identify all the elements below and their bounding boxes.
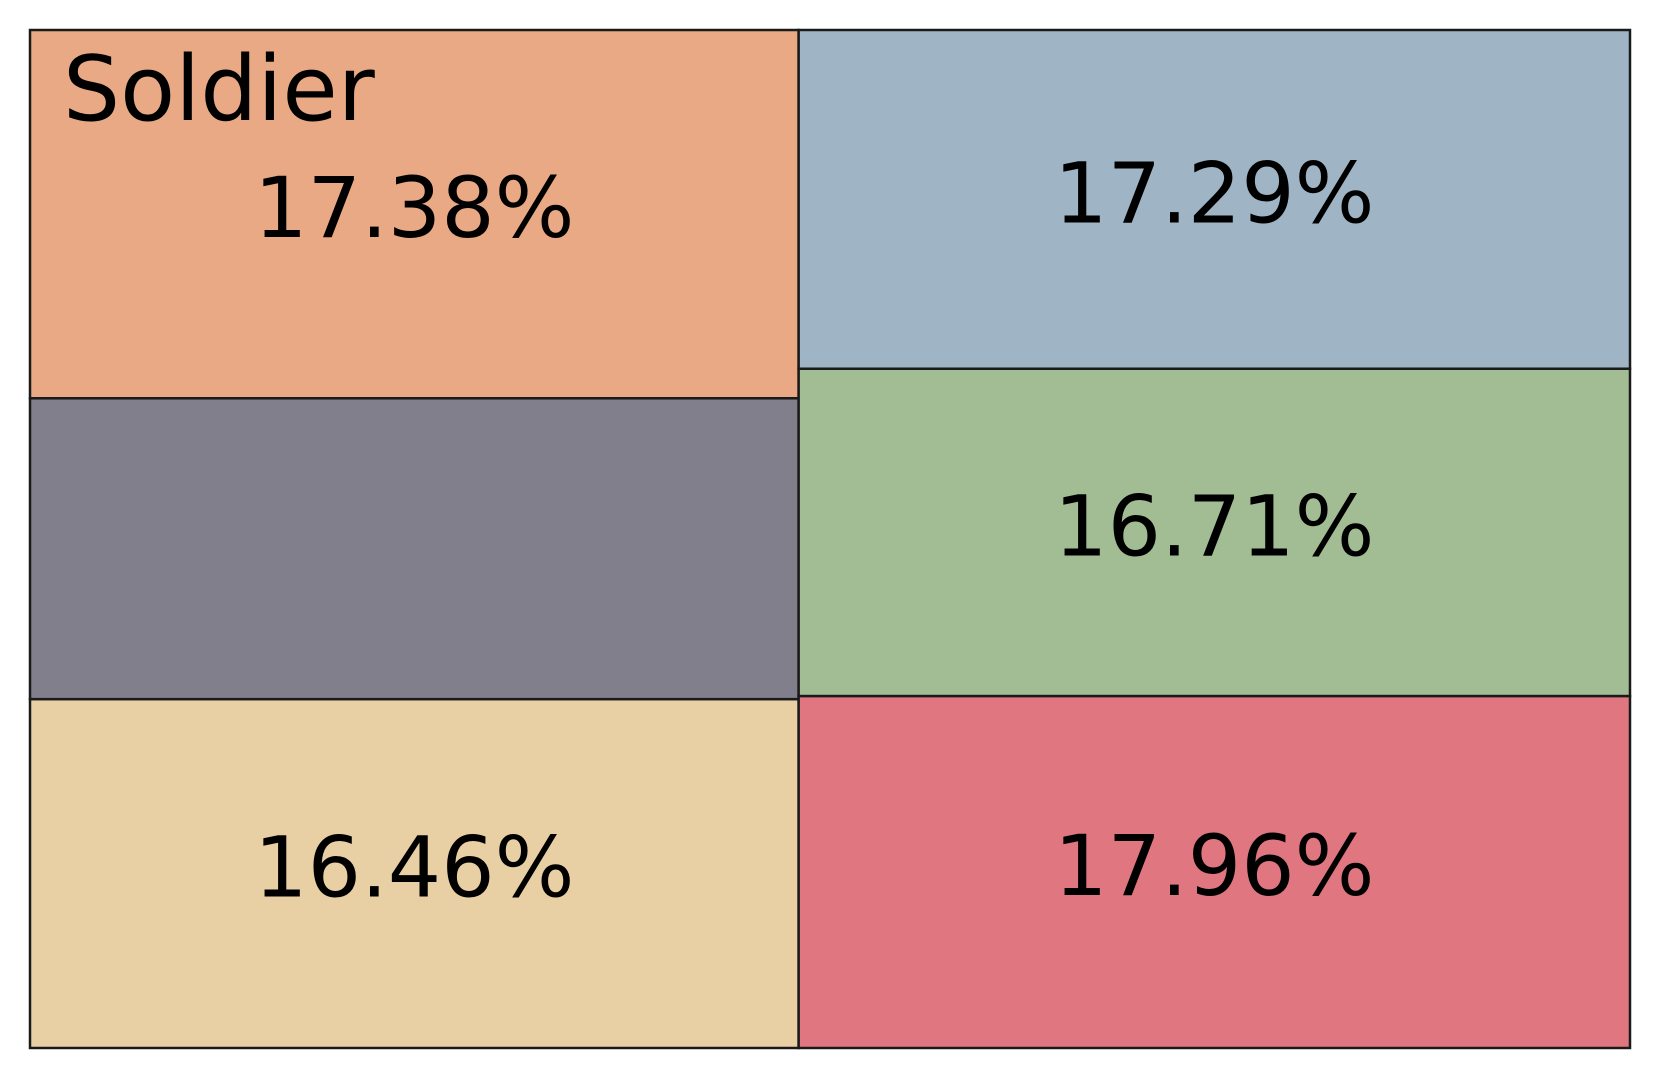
value-label: 17.96%: [1054, 817, 1374, 915]
treemap-cell: [797, 28, 1632, 370]
treemap-cell: [28, 28, 800, 400]
cell-label: Soldier: [63, 37, 375, 142]
treemap-cell: [28, 397, 800, 701]
value-label: 16.46%: [254, 819, 574, 917]
treemap-cell: [797, 694, 1632, 1050]
value-label: 16.71%: [1054, 477, 1374, 575]
treemap-cell: [28, 697, 800, 1050]
value-label: 17.38%: [254, 159, 574, 257]
treemap-cell: [797, 367, 1632, 698]
value-label: 17.29%: [1054, 144, 1374, 242]
